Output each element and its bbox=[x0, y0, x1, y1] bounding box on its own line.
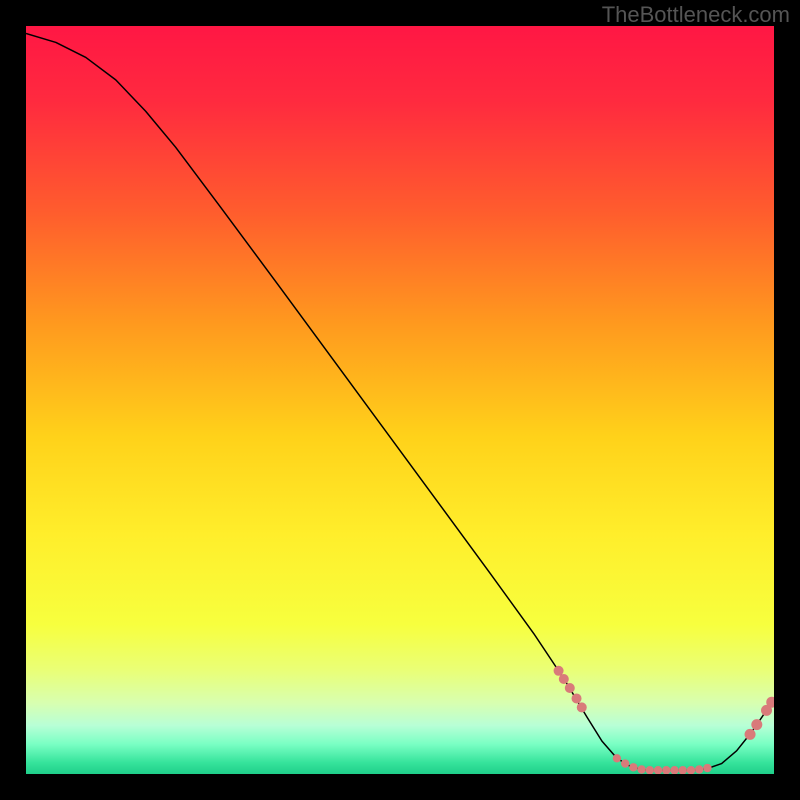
data-marker bbox=[572, 693, 582, 703]
data-marker bbox=[565, 683, 575, 693]
plot-area bbox=[26, 26, 774, 774]
data-marker bbox=[621, 759, 629, 767]
gradient-background bbox=[26, 26, 774, 774]
data-marker bbox=[637, 765, 645, 773]
data-marker bbox=[559, 674, 569, 684]
chart-svg bbox=[26, 26, 774, 774]
data-marker bbox=[695, 765, 703, 773]
watermark-text: TheBottleneck.com bbox=[602, 2, 790, 28]
data-marker bbox=[703, 764, 711, 772]
data-marker bbox=[751, 719, 762, 730]
data-marker bbox=[613, 754, 621, 762]
data-marker bbox=[554, 666, 564, 676]
data-marker bbox=[629, 763, 637, 771]
chart-stage: TheBottleneck.com bbox=[0, 0, 800, 800]
data-marker bbox=[745, 729, 756, 740]
data-marker bbox=[577, 702, 587, 712]
